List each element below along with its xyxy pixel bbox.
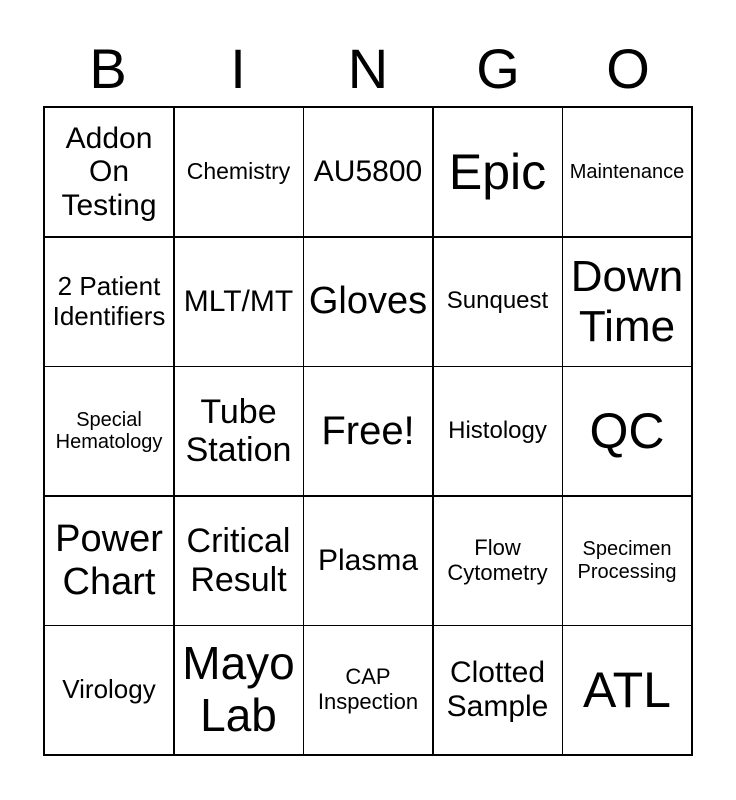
cell-text: CAP Inspection bbox=[317, 664, 419, 714]
cell-text: Special Hematology bbox=[55, 408, 163, 453]
bingo-cell-r0c1[interactable]: Chemistry bbox=[174, 108, 303, 236]
bingo-cell-r2c3[interactable]: Histology bbox=[433, 367, 562, 495]
bingo-cell-r3c3[interactable]: Flow Cytometry bbox=[433, 496, 562, 625]
cell-text: Chemistry bbox=[186, 158, 291, 185]
cell-text: Flow Cytometry bbox=[447, 534, 548, 585]
cell-text: ATL bbox=[583, 662, 671, 718]
bingo-cell-r1c1[interactable]: MLT/MT bbox=[174, 237, 303, 366]
cell-text: Free! bbox=[321, 408, 415, 453]
cell-text: Addon On Testing bbox=[61, 121, 157, 222]
bingo-cell-r0c4[interactable]: Maintenance bbox=[563, 108, 691, 236]
cell-text: Maintenance bbox=[569, 160, 685, 183]
bingo-title-letter-o: O bbox=[606, 37, 650, 100]
bingo-cell-r3c1[interactable]: Critical Result bbox=[174, 496, 303, 625]
cell-text: Histology bbox=[448, 416, 547, 444]
bingo-cell-r3c4[interactable]: Specimen Processing bbox=[563, 496, 691, 625]
bingo-cell-r4c2[interactable]: CAP Inspection bbox=[304, 626, 432, 754]
bingo-cell-r4c1[interactable]: Mayo Lab bbox=[174, 626, 303, 754]
bingo-grid: Addon On Testing Chemistry AU5800 Epic M… bbox=[43, 106, 693, 756]
bingo-title-letter-i: I bbox=[230, 37, 246, 100]
bingo-cell-r4c4[interactable]: ATL bbox=[563, 626, 691, 754]
cell-text: Plasma bbox=[317, 543, 419, 577]
bingo-cell-r3c0[interactable]: Power Chart bbox=[45, 496, 173, 625]
bingo-cell-r4c0[interactable]: Virology bbox=[45, 626, 173, 754]
cell-text: Clotted Sample bbox=[446, 656, 549, 723]
bingo-cell-r0c2[interactable]: AU5800 bbox=[304, 108, 432, 236]
bingo-cell-r0c3[interactable]: Epic bbox=[433, 108, 562, 236]
bingo-cell-r0c0[interactable]: Addon On Testing bbox=[45, 108, 173, 236]
cell-text: QC bbox=[589, 403, 665, 459]
cell-text: Virology bbox=[62, 674, 156, 705]
cell-text: Down Time bbox=[570, 252, 684, 351]
cell-text: 2 Patient Identifiers bbox=[52, 271, 166, 331]
cell-text: MLT/MT bbox=[183, 284, 294, 318]
bingo-cell-r3c2[interactable]: Plasma bbox=[304, 496, 432, 625]
cell-text: Gloves bbox=[308, 280, 428, 323]
bingo-cell-r4c3[interactable]: Clotted Sample bbox=[433, 626, 562, 754]
cell-text: Specimen Processing bbox=[577, 538, 677, 583]
bingo-title-letter-b: B bbox=[89, 37, 127, 100]
bingo-cell-free[interactable]: Free! bbox=[304, 367, 432, 495]
cell-text: Mayo Lab bbox=[182, 637, 295, 741]
bingo-cell-r2c4[interactable]: QC bbox=[563, 367, 691, 495]
cell-text: Sunquest bbox=[446, 287, 549, 315]
cell-text: Epic bbox=[448, 144, 547, 200]
bingo-cell-r1c2[interactable]: Gloves bbox=[304, 237, 432, 366]
cell-text: Power Chart bbox=[55, 517, 163, 603]
bingo-cell-r1c3[interactable]: Sunquest bbox=[433, 237, 562, 366]
bingo-cell-r1c0[interactable]: 2 Patient Identifiers bbox=[45, 237, 173, 366]
bingo-title-letter-g: G bbox=[476, 37, 520, 100]
bingo-title-letter-n: N bbox=[347, 37, 389, 100]
bingo-title: B I N G O bbox=[43, 41, 693, 97]
cell-text: Tube Station bbox=[185, 392, 292, 469]
cell-text: Critical Result bbox=[186, 522, 291, 599]
bingo-cell-r1c4[interactable]: Down Time bbox=[563, 237, 691, 366]
bingo-cell-r2c1[interactable]: Tube Station bbox=[174, 367, 303, 495]
cell-text: AU5800 bbox=[313, 155, 423, 189]
bingo-cell-r2c0[interactable]: Special Hematology bbox=[45, 367, 173, 495]
